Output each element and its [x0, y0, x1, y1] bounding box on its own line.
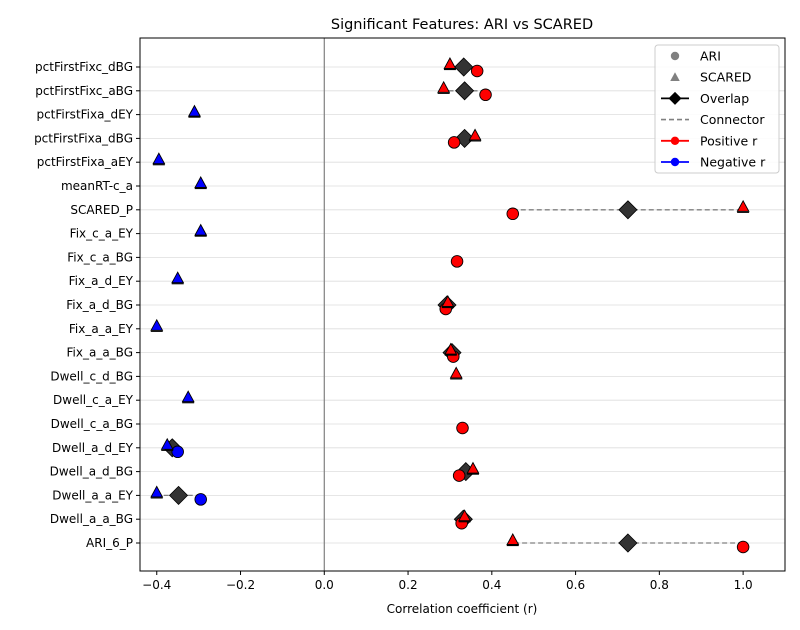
- x-axis-ticks: −0.4 −0.2 0.0 0.2 0.4 0.6 0.8 1.0: [142, 571, 753, 592]
- scared-point: [449, 366, 463, 379]
- legend-label: Negative r: [700, 155, 766, 170]
- scared-point: [150, 485, 164, 498]
- y-tick-label: Dwell_a_d_BG: [50, 465, 133, 479]
- ari-point: [452, 469, 466, 482]
- overlap-marker: [168, 485, 189, 505]
- scared-point: [441, 295, 455, 307]
- x-tick-label: 0.8: [650, 578, 669, 592]
- legend: ARI SCARED Overlap Connector Positive r Negat…: [654, 44, 780, 174]
- y-tick-label: Dwell_c_a_BG: [51, 417, 133, 431]
- y-tick-label: ARI_6_P: [86, 536, 133, 550]
- ari-point: [456, 421, 469, 435]
- y-tick-label: Dwell_a_a_EY: [52, 488, 133, 502]
- scared-point: [458, 509, 472, 522]
- overlap-marker: [618, 533, 638, 553]
- y-tick-label: Dwell_a_a_BG: [50, 512, 133, 526]
- ari-point: [479, 88, 492, 102]
- y-tick-label: Dwell_c_a_EY: [53, 393, 134, 407]
- legend-negative-symbol: [670, 157, 680, 167]
- legend-label: Overlap: [700, 91, 749, 106]
- ari-point: [736, 540, 750, 554]
- y-tick-label: Fix_a_a_EY: [69, 322, 134, 336]
- y-tick-label: pctFirstFixc_aBG: [35, 84, 133, 98]
- ari-point: [194, 493, 207, 506]
- y-axis-ticks: pctFirstFixc_dBG pctFirstFixc_aBG pctFirst…: [34, 60, 140, 550]
- x-tick-label: 1.0: [734, 578, 753, 592]
- data-marks: [150, 57, 750, 554]
- y-tick-label: pctFirstFixa_dBG: [34, 131, 133, 145]
- legend-label: Connector: [700, 112, 765, 127]
- ari-point: [470, 64, 484, 78]
- legend-positive-symbol: [670, 136, 680, 145]
- ari-point: [506, 207, 520, 221]
- x-tick-label: 0.2: [399, 578, 418, 592]
- x-axis-label: Correlation coefficient (r): [387, 602, 538, 616]
- y-tick-label: pctFirstFixa_dEY: [36, 108, 133, 122]
- overlap-marker: [455, 81, 475, 101]
- scared-point: [194, 223, 208, 236]
- scared-point: [444, 342, 458, 355]
- legend-overlap-symbol: [668, 91, 682, 105]
- scared-point: [437, 80, 451, 93]
- scared-point: [506, 533, 520, 545]
- scared-point: [171, 271, 185, 284]
- scared-point: [468, 128, 482, 141]
- x-tick-label: 0.6: [566, 578, 585, 592]
- legend-ari-symbol: [670, 51, 680, 61]
- scared-point: [194, 176, 208, 188]
- scared-point: [152, 152, 166, 165]
- legend-label: SCARED: [700, 70, 751, 85]
- x-tick-label: −0.4: [142, 578, 171, 592]
- overlap-marker: [454, 57, 474, 77]
- x-tick-label: −0.2: [226, 578, 255, 592]
- chart-title: Significant Features: ARI vs SCARED: [331, 17, 593, 33]
- scared-point: [187, 104, 201, 117]
- y-tick-label: Fix_c_a_EY: [70, 227, 134, 241]
- scared-point: [466, 461, 480, 474]
- y-tick-label: meanRT-c_a: [61, 179, 133, 193]
- scared-point: [181, 390, 195, 403]
- y-tick-label: pctFirstFixa_aEY: [37, 155, 134, 169]
- scared-point: [150, 318, 164, 331]
- ari-point: [447, 136, 461, 149]
- scared-point: [443, 57, 457, 69]
- y-tick-label: Fix_a_a_BG: [67, 346, 134, 360]
- y-tick-label: Fix_c_a_BG: [67, 250, 133, 264]
- legend-scared-symbol: [670, 72, 680, 81]
- y-tick-label: SCARED_P: [70, 203, 133, 217]
- ari-point: [450, 255, 464, 268]
- overlap-marker: [618, 200, 638, 220]
- x-tick-label: 0.4: [482, 578, 501, 592]
- ari-point: [171, 445, 184, 459]
- legend-label: ARI: [700, 49, 721, 64]
- legend-label: Positive r: [700, 133, 758, 148]
- y-tick-label: Dwell_a_d_EY: [52, 441, 134, 455]
- x-tick-label: 0.0: [315, 578, 334, 592]
- y-tick-label: Fix_a_d_EY: [69, 274, 134, 288]
- scared-point: [160, 437, 174, 450]
- scared-point: [736, 199, 750, 212]
- y-tick-label: Dwell_c_d_BG: [50, 369, 133, 383]
- y-tick-label: Fix_a_d_BG: [66, 298, 133, 312]
- y-tick-label: pctFirstFixc_dBG: [35, 60, 133, 74]
